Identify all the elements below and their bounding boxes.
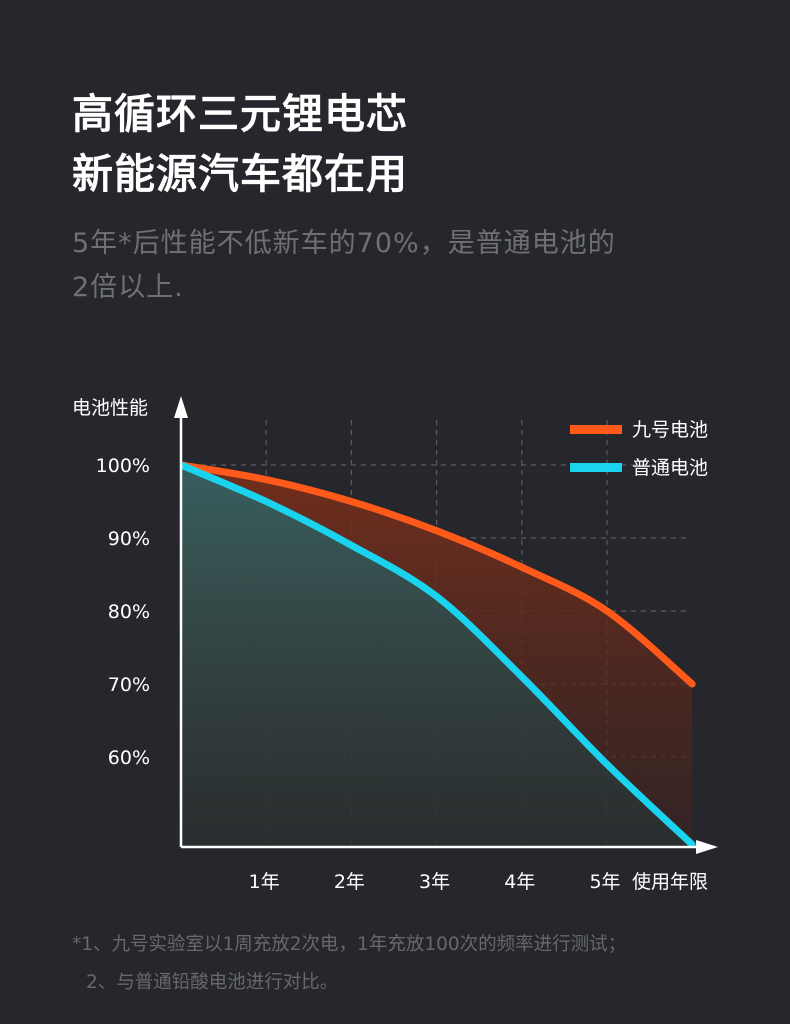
x-tick-label-4: 5年 <box>589 871 620 893</box>
headline-line-2: 新能源汽车都在用 <box>72 150 408 198</box>
x-tick-label-1: 2年 <box>334 871 365 893</box>
headline: 高循环三元锂电芯 新能源汽车都在用 <box>72 84 408 204</box>
y-tick-label-3: 70% <box>108 674 150 696</box>
y-tick-label-4: 60% <box>108 747 150 769</box>
legend-swatch-0 <box>570 425 622 434</box>
series-line-1 <box>181 461 696 849</box>
x-axis-title: 使用年限 <box>632 871 708 893</box>
y-axis-title: 电池性能 <box>72 397 148 419</box>
subheadline: 5年*后性能不低新车的70%，是普通电池的 2倍以上. <box>72 222 732 310</box>
x-tick-label-3: 4年 <box>504 871 535 893</box>
axes <box>174 396 718 854</box>
legend-swatch-1 <box>570 463 622 472</box>
x-axis-arrow <box>696 840 718 854</box>
battery-performance-chart: 电池性能 100% 90% 80% 70% 60% 1年 2年 3年 4年 5年 使用年限 九号电池普… <box>72 396 718 893</box>
footnote-line-2: 2、与普通铅酸电池进行对比。 <box>86 972 339 993</box>
legend-label-0: 九号电池 <box>632 419 708 441</box>
series-line-0 <box>181 461 696 688</box>
x-tick-label-2: 3年 <box>419 871 450 893</box>
y-tick-label-1: 90% <box>108 528 150 550</box>
series-area-1 <box>181 465 693 847</box>
axis-labels: 电池性能 100% 90% 80% 70% 60% 1年 2年 3年 4年 5年 使用年限 <box>72 397 708 893</box>
series-lines <box>181 461 696 849</box>
y-tick-label-0: 100% <box>96 455 150 477</box>
y-axis-arrow <box>174 396 188 418</box>
headline-line-1: 高循环三元锂电芯 <box>72 90 408 138</box>
x-tick-label-0: 1年 <box>249 871 280 893</box>
subheadline-line-2: 2倍以上. <box>72 272 184 303</box>
footnote: *1、九号实验室以1周充放2次电，1年充放100次的频率进行测试； 2、与普通铅… <box>72 926 772 1002</box>
legend-label-1: 普通电池 <box>632 457 708 479</box>
subheadline-line-1: 5年*后性能不低新车的70%，是普通电池的 <box>72 228 616 259</box>
footnote-line-1: *1、九号实验室以1周充放2次电，1年充放100次的频率进行测试； <box>72 934 627 955</box>
series-areas <box>181 465 693 847</box>
y-tick-label-2: 80% <box>108 601 150 623</box>
